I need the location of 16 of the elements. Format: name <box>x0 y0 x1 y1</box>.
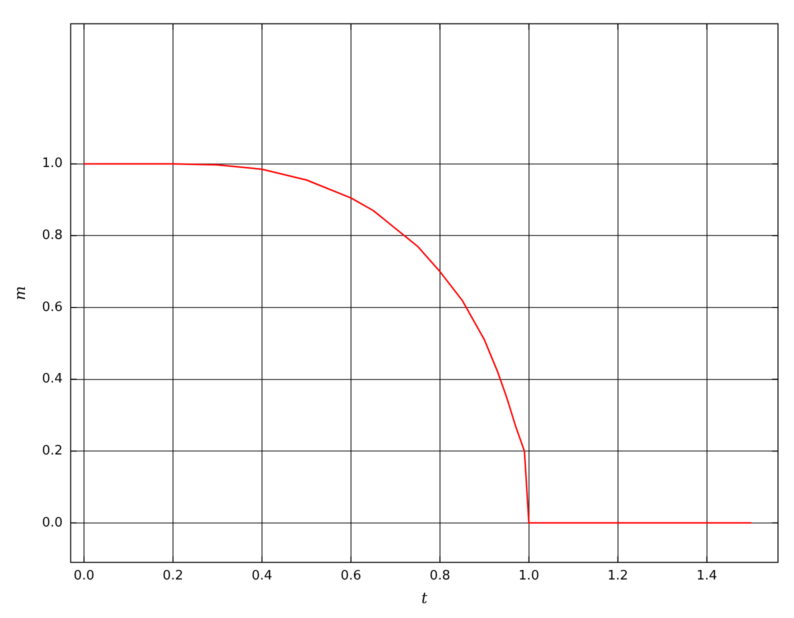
x-tick-label: 1.4 <box>696 568 718 584</box>
y-tick-label: 0.2 <box>42 443 63 458</box>
x-tick-label: 1.2 <box>608 568 628 584</box>
y-axis-title: m <box>10 286 29 300</box>
x-tick-label: 0.6 <box>340 568 362 584</box>
y-tick-label: 0.8 <box>42 228 63 244</box>
x-tick-label: 0.0 <box>74 568 94 584</box>
x-tick-label: 1.0 <box>518 568 540 584</box>
y-tick-label: 1.0 <box>42 156 63 172</box>
y-tick-label: 0.4 <box>42 372 63 387</box>
x-tick-label: 0.4 <box>252 568 272 584</box>
x-tick-label: 0.8 <box>430 568 450 584</box>
x-tick-label: 0.2 <box>162 568 184 584</box>
x-axis-title: t <box>421 588 428 607</box>
y-tick-label: 0.0 <box>42 515 63 530</box>
y-tick-label: 0.6 <box>42 300 63 315</box>
